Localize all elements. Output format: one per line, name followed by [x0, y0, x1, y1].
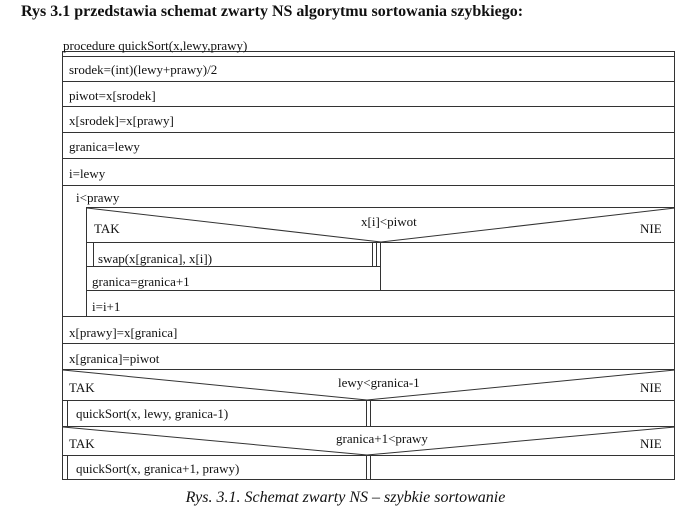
- diagram-frame: [62, 51, 675, 480]
- if1-yes-label: TAK: [69, 380, 95, 395]
- if1-call: quickSort(x, lewy, granica-1): [76, 406, 229, 421]
- stmt-i-init: i=lewy: [69, 166, 106, 181]
- stmt-i-inc: i=i+1: [92, 299, 121, 314]
- if2-condition: granica+1<prawy: [336, 431, 428, 446]
- if2-diag-right: [366, 426, 676, 456]
- if1-condition: lewy<granica-1: [338, 375, 420, 390]
- stmt-swap: swap(x[granica], x[i]): [98, 251, 213, 266]
- decision-diag-left: [86, 207, 382, 243]
- heading: Rys 3.1 przedstawia schemat zwarty NS al…: [21, 3, 524, 20]
- decision-no-label: NIE: [640, 221, 662, 236]
- if1-diag-right: [366, 369, 676, 401]
- if2-no-label: NIE: [640, 436, 662, 451]
- stmt-assign-srodek: x[srodek]=x[prawy]: [69, 113, 174, 128]
- if2-call: quickSort(x, granica+1, prawy): [76, 461, 240, 476]
- decision-yes-label: TAK: [94, 221, 120, 236]
- stmt-srodek: srodek=(int)(lewy+prawy)/2: [69, 62, 218, 77]
- stmt-assign-prawy: x[prawy]=x[granica]: [69, 325, 178, 340]
- if1-no-label: NIE: [640, 380, 662, 395]
- stmt-assign-granica: x[granica]=piwot: [69, 351, 160, 366]
- if2-yes-label: TAK: [69, 436, 95, 451]
- decision-condition: x[i]<piwot: [361, 214, 417, 229]
- if1-diag-left: [62, 369, 368, 401]
- stmt-granica-init: granica=lewy: [69, 139, 140, 154]
- if2-diag-left: [62, 426, 368, 456]
- decision-diag-right: [380, 207, 676, 243]
- figure-caption: Rys. 3.1. Schemat zwarty NS – szybkie so…: [185, 489, 506, 506]
- loop-condition: i<prawy: [76, 190, 120, 205]
- procedure-header: procedure quickSort(x,lewy,prawy): [63, 38, 248, 53]
- stmt-piwot: piwot=x[srodek]: [69, 88, 156, 103]
- stmt-granica-inc: granica=granica+1: [92, 274, 190, 289]
